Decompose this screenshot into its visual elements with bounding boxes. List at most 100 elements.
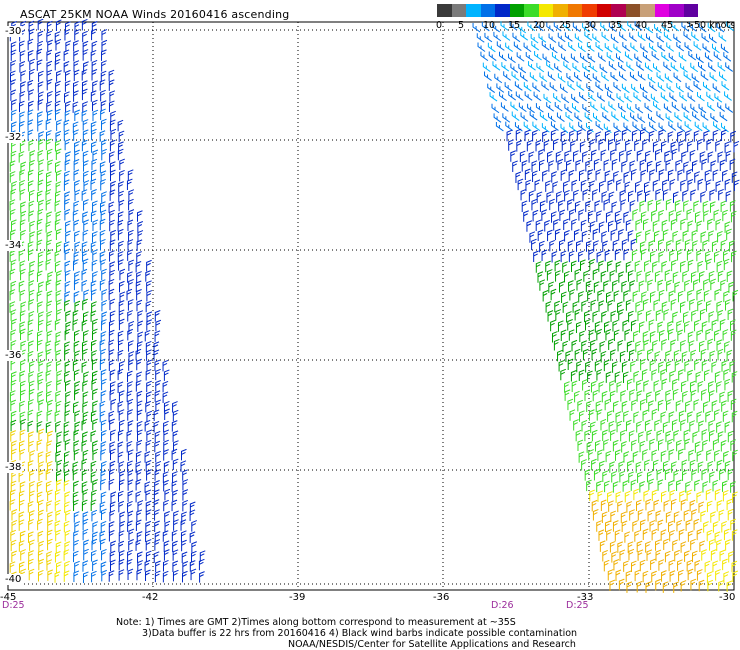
wind-barb [99, 279, 106, 291]
wind-barb [712, 169, 719, 181]
wind-barb [499, 91, 507, 102]
colorbar-label: 15 [508, 20, 521, 31]
wind-barb [54, 520, 61, 532]
wind-barb [642, 92, 651, 102]
wind-barb [501, 62, 510, 72]
wind-barb [685, 400, 691, 413]
wind-barb [717, 102, 726, 112]
wind-barb [37, 530, 44, 543]
wind-barb [668, 52, 677, 63]
wind-barb [587, 370, 593, 383]
wind-barb [154, 539, 161, 551]
wind-barb [616, 420, 623, 433]
wind-barb [118, 141, 124, 153]
wind-barb [712, 129, 719, 142]
wind-barb [19, 219, 26, 231]
wind-barb [27, 119, 34, 131]
wind-barb [511, 111, 520, 121]
wind-barb [694, 211, 701, 223]
wind-barb [621, 238, 628, 251]
wind-barb [91, 21, 98, 33]
wind-barb [723, 450, 729, 463]
wind-barb [92, 249, 98, 261]
wind-barb [709, 471, 715, 483]
wind-barb [714, 250, 720, 263]
wind-barb [38, 469, 45, 481]
wind-barb [678, 529, 685, 541]
wind-barb [19, 188, 26, 201]
wind-barb [65, 380, 71, 392]
wind-barb [108, 410, 115, 423]
wind-barb [55, 360, 62, 372]
wind-barb [54, 200, 61, 212]
wind-barb [597, 490, 604, 502]
wind-barb [610, 149, 616, 161]
wind-barb [594, 440, 601, 452]
wind-barb [719, 159, 726, 171]
wind-barb [549, 198, 555, 211]
wind-barb [163, 479, 169, 492]
wind-barb [685, 519, 692, 532]
wind-barb [687, 568, 694, 581]
wind-barb [29, 360, 35, 373]
wind-barb [724, 460, 731, 473]
wind-barb [55, 541, 62, 553]
wind-barb [655, 578, 661, 591]
wind-barb [558, 41, 567, 52]
wind-barb [614, 248, 621, 261]
wind-barb [28, 189, 35, 202]
wind-barb [28, 399, 34, 411]
wind-barb [645, 541, 651, 553]
wind-barb [10, 419, 17, 432]
wind-barb [618, 103, 626, 113]
wind-barb [137, 560, 143, 572]
wind-barb [629, 200, 636, 212]
wind-barb [118, 309, 125, 321]
wind-barb [54, 250, 61, 262]
wind-barb [616, 381, 623, 393]
wind-barb [563, 180, 569, 193]
wind-barb [635, 180, 641, 193]
wind-barb [579, 91, 587, 102]
wind-barb [577, 399, 584, 412]
wind-barb [603, 159, 610, 171]
wind-barb [663, 61, 672, 72]
wind-barb [674, 112, 683, 122]
wind-barb [65, 151, 71, 163]
wind-barb [726, 270, 733, 283]
wind-barb [18, 151, 25, 163]
wind-barb [603, 559, 610, 572]
wind-barb [624, 329, 631, 341]
wind-barb [171, 480, 178, 492]
wind-barb [619, 31, 627, 42]
note-line-3: NOAA/NESDIS/Center for Satellite Applica… [288, 639, 576, 650]
wind-barb [11, 109, 17, 121]
wind-barb [64, 80, 71, 92]
wind-barb [81, 69, 88, 81]
wind-barb [714, 93, 723, 103]
wind-barb [722, 558, 728, 571]
wind-barb [686, 169, 693, 181]
wind-barb [586, 441, 593, 453]
wind-barb [581, 230, 588, 243]
wind-barb [55, 420, 61, 433]
wind-barb [550, 319, 556, 332]
wind-barb [109, 119, 116, 131]
wind-barb [28, 371, 35, 383]
wind-barb [117, 148, 124, 161]
wind-barb [704, 560, 711, 573]
wind-barb [108, 278, 115, 291]
wind-barb [594, 359, 601, 372]
wind-barb [655, 309, 662, 322]
wind-barb [510, 63, 519, 73]
wind-barb [182, 499, 189, 512]
wind-barb [552, 181, 559, 193]
wind-barb [145, 509, 152, 521]
wind-barb [487, 83, 496, 94]
wind-barb [609, 270, 616, 282]
wind-barb [18, 511, 25, 523]
wind-barb [19, 91, 26, 103]
wind-barb [63, 430, 70, 442]
wind-barb [541, 249, 548, 261]
wind-barb [20, 359, 26, 371]
